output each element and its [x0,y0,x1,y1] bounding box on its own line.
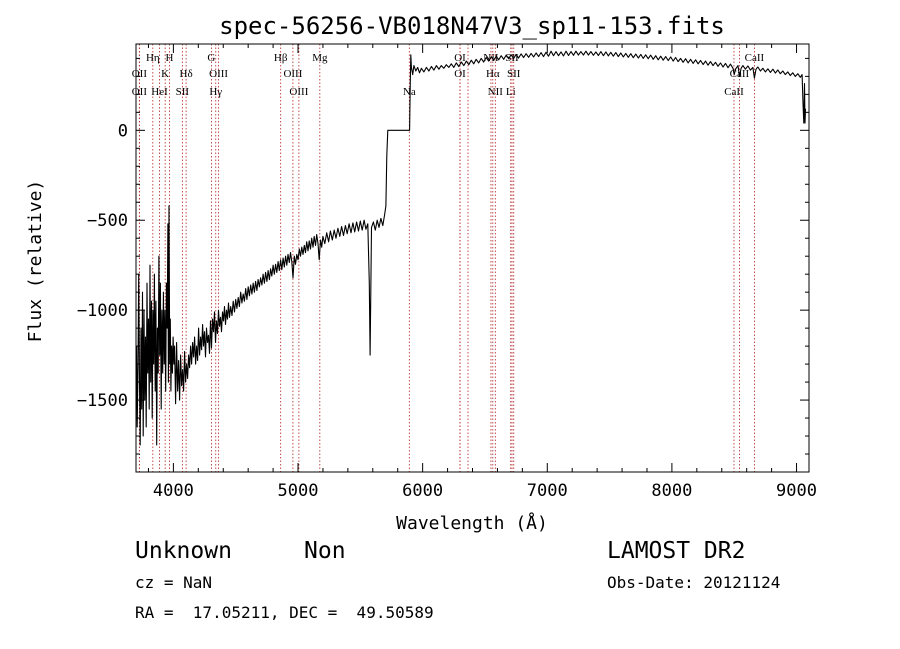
line-label: HeI [151,86,168,98]
x-tick-label: 5000 [278,481,319,501]
x-axis-label: Wavelength (Å) [396,512,548,534]
redshift-cz: cz = NaN [135,573,213,592]
line-label: K [161,68,169,80]
spectral-line-markers: OIIOIIHηHeIKHSIIHδGHγOIIIHβOIIIOIIIMgNaO… [132,44,765,472]
x-tick-label: 6000 [402,481,443,501]
x-tick-label: 8000 [651,481,692,501]
line-label: OIII [209,68,228,80]
line-label: OII [132,86,148,98]
line-label: Hα [486,68,500,80]
y-axis-label: Flux (relative) [25,180,46,343]
axes: 4000 5000 6000 7000 8000 9000 0 −500 −1000 −1500 [77,44,817,501]
y-tick-label: 0 [118,121,128,141]
x-tick-label: 4000 [153,481,194,501]
line-label: NII [488,86,504,98]
line-label: Mg [312,52,328,64]
line-label: Li [506,86,516,98]
line-label: OIII [283,68,302,80]
obs-date: Obs-Date: 20121124 [607,573,781,592]
line-label: CaII [745,52,765,64]
plot-frame [135,43,810,473]
line-label: SII [505,52,519,64]
line-label: OI [454,68,466,80]
chart-title: spec-56256-VB018N47V3_sp11-153.fits [219,12,725,40]
object-class: Unknown [135,538,232,564]
line-label: Na [403,86,416,98]
line-label: H [166,52,174,64]
y-tick-label: −500 [87,211,128,231]
survey-name: LAMOST DR2 [607,538,746,564]
line-label: G [207,52,215,64]
spectrum-series [136,50,807,446]
line-label: OIII [289,86,308,98]
x-tick-label: 7000 [527,481,568,501]
line-label: Hη [146,52,160,64]
object-subclass: Non [304,538,346,564]
ra-dec: RA = 17.05211, DEC = 49.50589 [135,603,434,622]
line-label: Hβ [274,52,288,64]
x-tick-label: 9000 [776,481,817,501]
line-label: SII [176,86,190,98]
line-label: CaII [724,86,744,98]
y-tick-label: −1500 [77,391,128,411]
y-tick-label: −1000 [77,301,128,321]
line-label: Hγ [209,86,222,98]
line-label: Hδ [180,68,193,80]
spectrum-line [136,50,807,446]
line-label: SII [507,68,521,80]
